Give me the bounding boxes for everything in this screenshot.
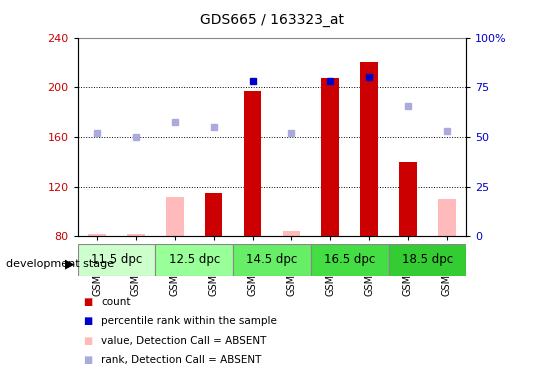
Bar [438,199,456,236]
Text: ■: ■ [83,316,93,326]
FancyBboxPatch shape [233,244,311,276]
Text: count: count [101,297,130,307]
Text: 14.5 dpc: 14.5 dpc [246,253,297,266]
Text: ■: ■ [83,356,93,365]
Bar [166,196,184,236]
Bar [127,234,145,236]
Bar [244,91,261,236]
Text: rank, Detection Call = ABSENT: rank, Detection Call = ABSENT [101,356,261,365]
Bar [282,231,300,236]
Bar [205,193,223,236]
FancyBboxPatch shape [155,244,233,276]
Bar [321,78,339,236]
Text: GDS665 / 163323_at: GDS665 / 163323_at [200,13,344,27]
Text: ■: ■ [83,297,93,307]
Bar [88,234,106,236]
Text: 16.5 dpc: 16.5 dpc [324,253,375,266]
Bar [360,62,378,236]
Text: ■: ■ [83,336,93,346]
Text: value, Detection Call = ABSENT: value, Detection Call = ABSENT [101,336,266,346]
Bar [399,162,417,236]
Text: percentile rank within the sample: percentile rank within the sample [101,316,277,326]
FancyBboxPatch shape [78,244,155,276]
Text: 11.5 dpc: 11.5 dpc [91,253,142,266]
Text: 12.5 dpc: 12.5 dpc [169,253,220,266]
Text: ▶: ▶ [64,258,74,271]
FancyBboxPatch shape [388,244,466,276]
Text: 18.5 dpc: 18.5 dpc [402,253,453,266]
Text: development stage: development stage [6,260,114,269]
FancyBboxPatch shape [311,244,388,276]
